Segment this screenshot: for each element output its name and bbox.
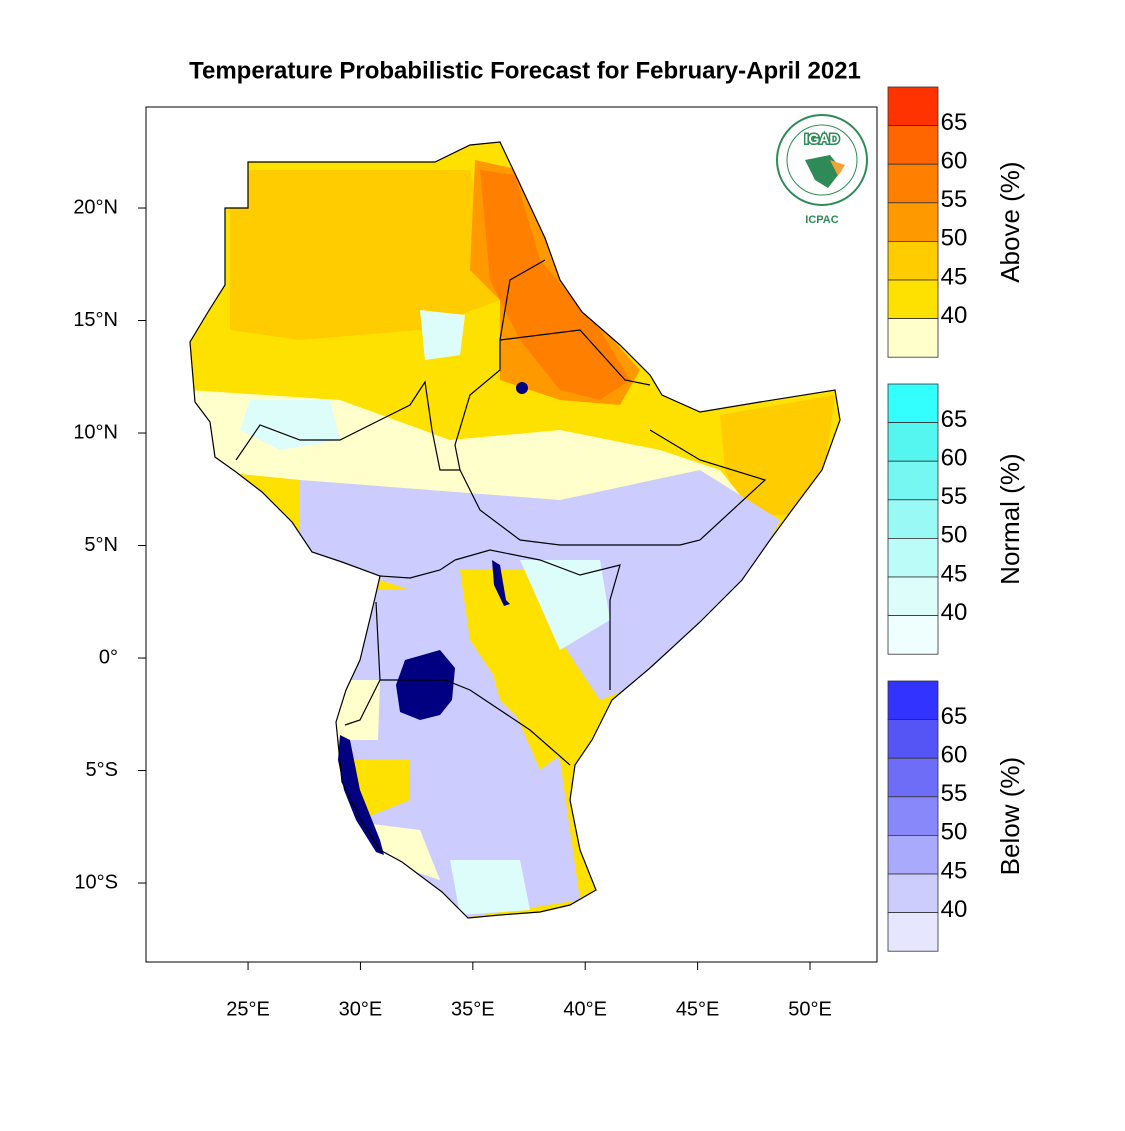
x-tick-label: 30°E xyxy=(339,998,383,1020)
legend-swatch xyxy=(887,719,939,759)
legend-swatch xyxy=(887,383,939,423)
legend-swatch xyxy=(887,835,939,875)
y-tick-label: 15°N xyxy=(73,309,118,331)
y-tick-label: 0° xyxy=(99,646,118,668)
legend-swatch xyxy=(887,279,939,319)
x-tick-label: 35°E xyxy=(451,998,495,1020)
legend-swatch xyxy=(887,538,939,578)
legend-level: 45 xyxy=(941,263,968,290)
y-tick-label: 10°S xyxy=(74,871,118,893)
x-tick-label: 50°E xyxy=(788,998,832,1020)
forecast-field xyxy=(190,142,840,918)
legend-level: 40 xyxy=(941,302,968,329)
x-tick-label: 45°E xyxy=(676,998,720,1020)
logo-org: ICPAC xyxy=(805,214,838,226)
legend-level: 60 xyxy=(941,148,968,175)
legend-level: 50 xyxy=(941,819,968,846)
legend-swatch xyxy=(887,202,939,242)
legend-swatch xyxy=(887,680,939,720)
logo: IGAD ICPAC xyxy=(776,114,868,226)
map-title: Temperature Probabilistic Forecast for F… xyxy=(189,57,861,84)
x-tick-label: 40°E xyxy=(563,998,607,1020)
legend-level: 40 xyxy=(941,599,968,626)
legend-level: 50 xyxy=(941,225,968,252)
legend-swatch xyxy=(887,240,939,281)
y-tick-label: 5°S xyxy=(86,759,118,781)
legend-level: 55 xyxy=(941,483,968,510)
logo-name: IGAD xyxy=(805,131,840,147)
legend-level: 60 xyxy=(941,742,968,769)
legend-title: Normal (%) xyxy=(995,453,1025,584)
legend-swatch xyxy=(887,796,939,836)
legend-level: 55 xyxy=(941,780,968,807)
legend-level: 65 xyxy=(941,406,968,433)
legend-swatch xyxy=(887,912,939,952)
legend-level: 45 xyxy=(941,560,968,587)
y-tick-label: 20°N xyxy=(73,196,118,218)
legend-swatch xyxy=(887,757,939,798)
legend-level: 40 xyxy=(941,896,968,923)
legend-swatch xyxy=(887,163,939,204)
lakes xyxy=(338,382,528,855)
y-tick-label: 5°N xyxy=(84,534,118,556)
legend-level: 50 xyxy=(941,522,968,549)
country-borders xyxy=(189,141,841,919)
legend-swatch xyxy=(887,125,939,165)
legend-swatch xyxy=(887,499,939,539)
legend-level: 65 xyxy=(941,703,968,730)
legend-level: 45 xyxy=(941,857,968,884)
legend-title: Below (%) xyxy=(995,757,1025,875)
map-frame xyxy=(145,106,878,963)
legend-swatch xyxy=(887,318,939,358)
legend-level: 60 xyxy=(941,445,968,472)
legend-level: 55 xyxy=(941,186,968,213)
legend-swatch xyxy=(887,422,939,462)
x-tick-label: 25°E xyxy=(226,998,270,1020)
legend-swatch xyxy=(887,86,939,126)
legend-swatch xyxy=(887,576,939,616)
y-tick-label: 10°N xyxy=(73,421,118,443)
legend-swatch xyxy=(887,873,939,913)
legend-swatch xyxy=(887,460,939,501)
legend-title: Above (%) xyxy=(995,161,1025,282)
legend-swatch xyxy=(887,615,939,655)
legend-level: 65 xyxy=(941,109,968,136)
